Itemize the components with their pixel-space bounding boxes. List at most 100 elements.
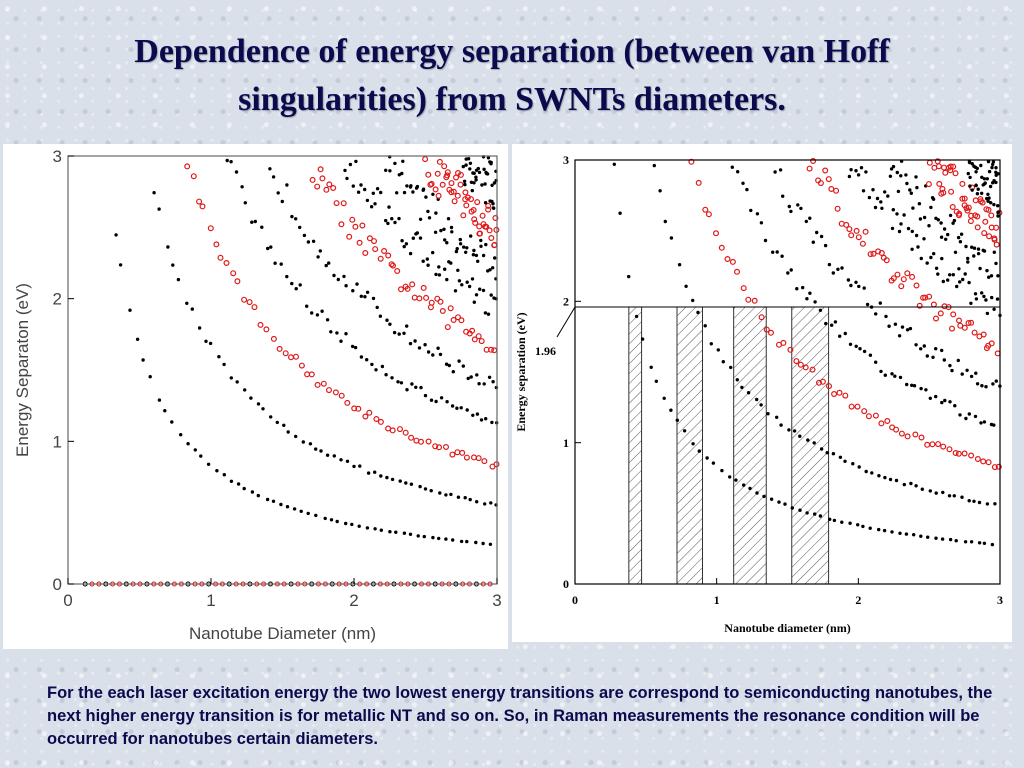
data-point (418, 484, 422, 489)
data-point (883, 475, 887, 480)
data-point (455, 406, 459, 410)
data-point (447, 305, 454, 312)
data-point (453, 289, 458, 293)
data-point (775, 415, 779, 419)
data-point (491, 347, 498, 354)
data-point (449, 225, 454, 230)
data-point (842, 392, 849, 399)
y-tick-label: 2 (563, 295, 569, 309)
data-point (306, 240, 311, 244)
data-point (855, 234, 862, 241)
annotation-value-label: 1.96 (535, 344, 556, 358)
data-point (804, 219, 808, 224)
data-point (459, 406, 463, 410)
data-point (483, 223, 490, 230)
y-tick-label: 1 (53, 432, 62, 451)
data-point (959, 195, 966, 202)
data-point (883, 373, 887, 377)
data-point (946, 446, 953, 453)
data-point (992, 202, 996, 207)
data-point (352, 464, 356, 469)
data-point (276, 345, 283, 352)
data-point (366, 471, 371, 475)
data-point (896, 189, 901, 194)
data-point (939, 221, 943, 225)
data-point (867, 195, 872, 200)
data-point (309, 176, 316, 183)
data-point (994, 180, 998, 185)
data-point (314, 447, 318, 451)
data-point (416, 295, 423, 302)
y-tick-label: 0 (53, 575, 62, 594)
data-point (483, 502, 487, 506)
data-point (688, 158, 695, 165)
data-point (196, 198, 203, 205)
data-point (831, 391, 838, 398)
data-point (437, 265, 441, 269)
data-point (893, 322, 898, 326)
data-point (919, 386, 923, 391)
data-point (875, 196, 880, 201)
data-point (748, 486, 752, 491)
data-point (410, 382, 414, 386)
data-point (390, 376, 394, 380)
data-point (396, 380, 400, 384)
data-point (118, 263, 123, 267)
data-point (486, 227, 493, 234)
data-point (825, 451, 829, 455)
data-point (838, 455, 843, 459)
data-point (414, 385, 418, 389)
plot-frame (574, 159, 1001, 585)
data-point (982, 177, 987, 181)
data-point (215, 469, 219, 473)
data-point (906, 226, 911, 231)
data-point (936, 272, 940, 276)
data-point (709, 342, 713, 346)
data-point (451, 198, 458, 205)
x-tick-label: 3 (492, 591, 501, 610)
data-point (294, 287, 298, 291)
data-point (961, 195, 968, 202)
data-point (469, 375, 473, 379)
data-point (755, 212, 760, 216)
data-point (972, 499, 976, 503)
data-point (157, 207, 161, 211)
data-point (234, 278, 241, 285)
data-point (229, 376, 233, 380)
data-point (365, 290, 370, 294)
data-point (982, 294, 986, 299)
data-point (465, 280, 469, 284)
data-point (485, 206, 492, 213)
data-point (349, 216, 356, 223)
data-point (917, 202, 922, 206)
data-point (933, 315, 940, 322)
data-point (445, 241, 449, 245)
data-point (439, 181, 446, 188)
data-point (851, 462, 855, 466)
data-point (828, 185, 835, 192)
data-point (920, 487, 924, 491)
data-point (373, 470, 377, 474)
data-point (446, 217, 451, 221)
data-point (856, 173, 861, 177)
data-point (385, 475, 389, 480)
data-point (941, 279, 945, 284)
data-point (474, 175, 478, 179)
data-point (250, 490, 255, 494)
data-point (990, 542, 995, 547)
data-point (449, 261, 453, 265)
data-point (843, 221, 850, 228)
data-point (356, 190, 361, 194)
data-point (492, 181, 497, 185)
data-point (455, 247, 459, 251)
data-point (972, 254, 976, 258)
data-point (434, 399, 438, 404)
data-point (786, 271, 790, 275)
data-point (848, 342, 853, 346)
data-point (475, 373, 479, 377)
data-point (329, 330, 333, 334)
data-point (288, 354, 295, 361)
data-point (758, 314, 765, 321)
data-point (972, 197, 979, 204)
data-point (882, 528, 887, 533)
